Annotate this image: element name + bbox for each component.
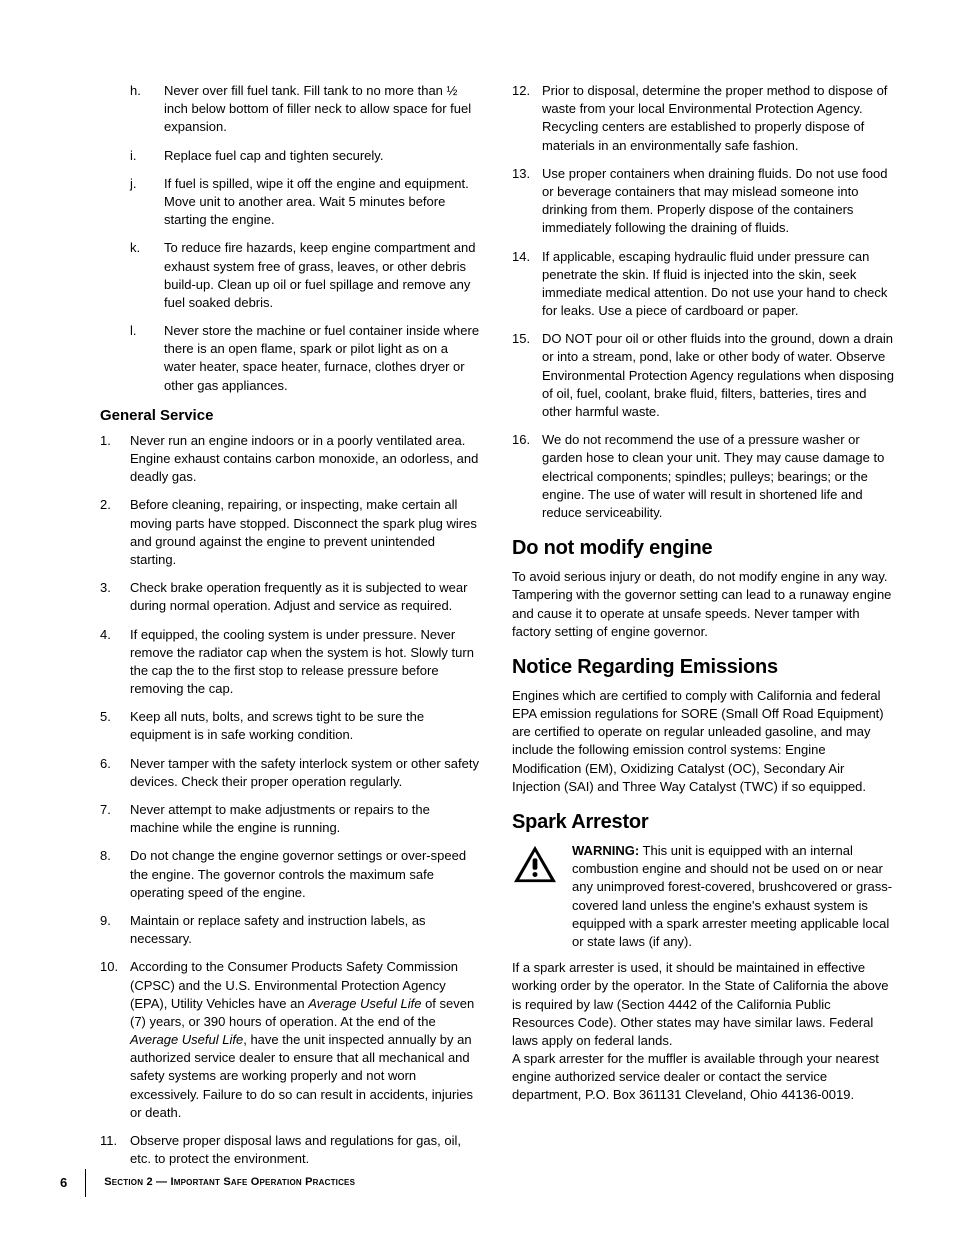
warning-triangle-icon [512, 842, 558, 951]
page-number: 6 [60, 1174, 67, 1192]
list-item: 8.Do not change the engine governor sett… [100, 847, 482, 902]
list-item: 3.Check brake operation frequently as it… [100, 579, 482, 615]
emissions-text: Engines which are certified to comply wi… [512, 687, 894, 796]
warning-body: This unit is equipped with an internal c… [572, 843, 892, 949]
list-item: 9.Maintain or replace safety and instruc… [100, 912, 482, 948]
footer-divider [85, 1169, 86, 1197]
emissions-heading: Notice Regarding Emissions [512, 653, 894, 681]
warning-block: WARNING: This unit is equipped with an i… [512, 842, 894, 951]
list-item: j.If fuel is spilled, wipe it off the en… [130, 175, 482, 230]
list-item: 5.Keep all nuts, bolts, and screws tight… [100, 708, 482, 744]
list-item: 16.We do not recommend the use of a pres… [512, 431, 894, 522]
page-footer: 6 Section 2 — Important Safe Operation P… [60, 1169, 355, 1197]
spark-arrestor-heading: Spark Arrestor [512, 808, 894, 836]
warning-label: WARNING: [572, 843, 639, 858]
list-item: 6.Never tamper with the safety interlock… [100, 755, 482, 791]
right-column: 12.Prior to disposal, determine the prop… [512, 82, 894, 1178]
list-item: 11.Observe proper disposal laws and regu… [100, 1132, 482, 1168]
numbered-list-right: 12.Prior to disposal, determine the prop… [512, 82, 894, 522]
spark-para-1: If a spark arrester is used, it should b… [512, 959, 894, 1050]
list-item: l.Never store the machine or fuel contai… [130, 322, 482, 395]
list-item: 4.If equipped, the cooling system is und… [100, 626, 482, 699]
numbered-list-left: 1.Never run an engine indoors or in a po… [100, 432, 482, 1169]
list-item: 14.If applicable, escaping hydraulic flu… [512, 248, 894, 321]
list-item: h.Never over fill fuel tank. Fill tank t… [130, 82, 482, 137]
left-column: h.Never over fill fuel tank. Fill tank t… [100, 82, 482, 1178]
spark-para-2: A spark arrester for the muffler is avai… [512, 1050, 894, 1105]
do-not-modify-text: To avoid serious injury or death, do not… [512, 568, 894, 641]
list-item: 2.Before cleaning, repairing, or inspect… [100, 496, 482, 569]
list-item: k.To reduce fire hazards, keep engine co… [130, 239, 482, 312]
list-item: 13.Use proper containers when draining f… [512, 165, 894, 238]
list-item: 10.According to the Consumer Products Sa… [100, 958, 482, 1122]
list-item: 1.Never run an engine indoors or in a po… [100, 432, 482, 487]
lettered-list: h.Never over fill fuel tank. Fill tank t… [100, 82, 482, 395]
warning-text: WARNING: This unit is equipped with an i… [572, 842, 894, 951]
list-item: 12.Prior to disposal, determine the prop… [512, 82, 894, 155]
list-item: i.Replace fuel cap and tighten securely. [130, 147, 482, 165]
footer-section-label: Section 2 — Important Safe Operation Pra… [104, 1175, 355, 1190]
do-not-modify-heading: Do not modify engine [512, 534, 894, 562]
two-column-layout: h.Never over fill fuel tank. Fill tank t… [100, 82, 894, 1178]
list-item: 15.DO NOT pour oil or other fluids into … [512, 330, 894, 421]
list-item: 7.Never attempt to make adjustments or r… [100, 801, 482, 837]
general-service-heading: General Service [100, 405, 482, 426]
